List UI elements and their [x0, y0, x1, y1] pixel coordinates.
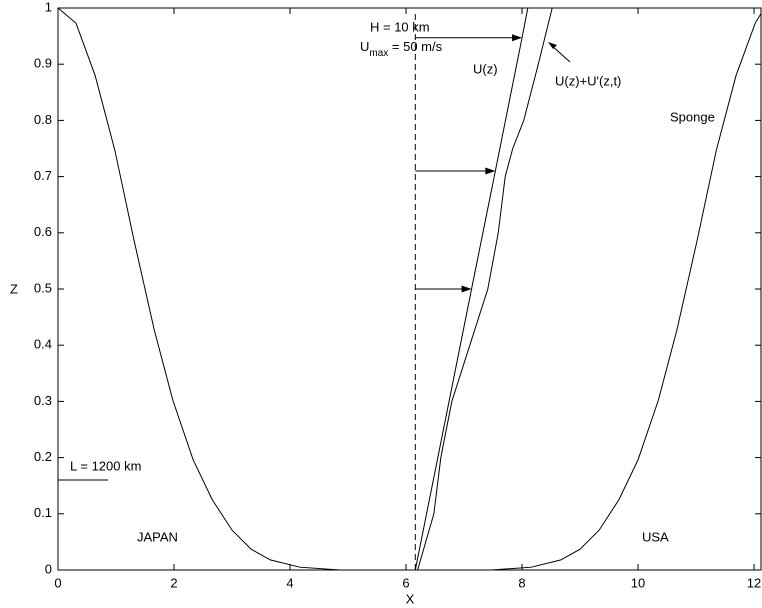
- y-tick-label: 0.5: [34, 280, 52, 295]
- y-tick-label: 0.3: [34, 393, 52, 408]
- x-tick-label: 10: [631, 575, 645, 590]
- y-tick-label: 0.4: [34, 337, 52, 352]
- x-tick-label: 0: [54, 575, 61, 590]
- plot-frame: [57, 7, 762, 571]
- x-tick-label: 12: [747, 575, 761, 590]
- umax-annotation: Umax = 50 m/s: [360, 39, 443, 58]
- series-line: [491, 13, 762, 571]
- umax-subscript: max: [369, 48, 388, 59]
- x-tick-label: 6: [402, 575, 409, 590]
- x-tick-label: 2: [170, 575, 177, 590]
- y-tick-label: 0.7: [34, 168, 52, 183]
- y-axis-label: Z: [10, 281, 18, 296]
- japan-label: JAPAN: [137, 529, 178, 544]
- velocity-arrowhead: [512, 34, 523, 42]
- y-tick-label: 0.2: [34, 449, 52, 464]
- velocity-arrowhead: [461, 285, 472, 293]
- series-line: [57, 7, 418, 571]
- velocity-arrowhead: [485, 167, 496, 175]
- y-tick-label: 0.8: [34, 112, 52, 127]
- y-tick-label: 0.1: [34, 505, 52, 520]
- x-tick-label: 8: [518, 575, 525, 590]
- y-tick-label: 0.6: [34, 224, 52, 239]
- length-annotation: L = 1200 km: [70, 458, 141, 473]
- x-tick-label: 4: [286, 575, 293, 590]
- x-axis-label: X: [406, 591, 415, 606]
- umax-base: U: [360, 39, 369, 54]
- usa-label: USA: [642, 529, 669, 544]
- y-tick-label: 0: [45, 561, 52, 576]
- u-perturbed-label: U(z)+U'(z,t): [555, 73, 621, 88]
- y-tick-label: 1: [45, 0, 52, 14]
- height-annotation: H = 10 km: [370, 19, 430, 34]
- series-line: [417, 7, 553, 571]
- series-line: [414, 7, 529, 571]
- u-label: U(z): [473, 61, 498, 76]
- y-tick-label: 0.9: [34, 56, 52, 71]
- sponge-label: Sponge: [670, 109, 715, 124]
- annotation-arrowhead: [548, 42, 557, 49]
